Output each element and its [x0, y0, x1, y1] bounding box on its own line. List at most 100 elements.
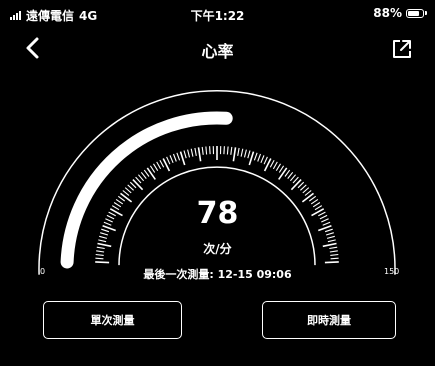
gauge-tick — [263, 158, 272, 172]
gauge-tick — [260, 155, 265, 164]
gauge-tick — [95, 257, 104, 260]
gauge-tick — [172, 153, 177, 162]
gauge-tick — [106, 214, 115, 220]
gauge-tick — [318, 224, 332, 232]
gauge-tick — [169, 155, 174, 164]
gauge-tick — [318, 211, 326, 217]
single-measure-button[interactable]: 單次測量 — [43, 301, 182, 339]
back-button[interactable] — [22, 36, 44, 60]
gauge-tick — [284, 169, 291, 177]
gauge-tick — [197, 147, 202, 162]
gauge-tick — [101, 228, 110, 233]
gauge-tick — [149, 165, 156, 173]
chevron-left-icon — [26, 37, 39, 59]
gauge-tick — [310, 198, 319, 205]
gauge-outer-arc — [38, 89, 396, 275]
gauge-tick — [127, 184, 134, 191]
gauge-tick — [330, 253, 339, 256]
gauge-tick — [312, 202, 321, 208]
gauge-tick — [326, 235, 335, 239]
network-type: 4G — [79, 8, 98, 23]
gauge-tick — [278, 167, 288, 180]
gauge-tick — [226, 146, 229, 155]
battery-tip — [425, 11, 427, 15]
gauge-tick — [292, 176, 299, 184]
status-time: 下午1:22 — [190, 9, 245, 23]
gauge-tick — [314, 205, 323, 211]
gauge-tick — [113, 202, 122, 208]
gauge-tick — [100, 232, 109, 236]
gauge-tick — [95, 261, 110, 264]
share-button[interactable] — [391, 38, 413, 60]
carrier-name: 遠傳電信 — [26, 9, 75, 23]
gauge-tick — [319, 214, 328, 220]
gauge-tick — [137, 174, 145, 182]
gauge-tick — [230, 146, 233, 155]
page-title: 心率 — [201, 42, 234, 61]
signal-icon — [10, 11, 21, 20]
gauge-tick — [311, 208, 325, 217]
nav-bar: 心率 — [0, 30, 435, 66]
gauge-tick — [248, 151, 255, 166]
gauge-tick — [269, 159, 275, 168]
gauge-tick — [183, 150, 187, 159]
gauge-tick — [243, 149, 247, 158]
gauge-tick — [120, 192, 133, 203]
gauge-tick — [232, 147, 237, 162]
gauge-tick — [330, 257, 339, 260]
gauge-tick — [302, 187, 310, 194]
gauge-tick — [201, 146, 204, 155]
realtime-measure-button[interactable]: 即時測量 — [262, 301, 396, 339]
gauge-tick — [162, 158, 171, 172]
gauge-tick — [237, 147, 240, 156]
battery-indicator: 88% — [373, 6, 427, 20]
gauge-tick — [129, 181, 137, 189]
gauge-tick — [98, 239, 107, 243]
gauge-tick — [329, 250, 338, 253]
gauge-tick — [253, 152, 258, 161]
gauge-tick — [143, 169, 150, 177]
battery-icon — [406, 8, 424, 18]
scale-min-label: 0 — [40, 267, 46, 276]
gauge-tick — [111, 205, 120, 211]
gauge-tick — [108, 211, 116, 217]
gauge-tick — [308, 195, 317, 202]
gauge-tick — [209, 146, 211, 155]
gauge-tick — [135, 176, 142, 184]
gauge-tick — [132, 179, 144, 191]
gauge-tick — [103, 221, 112, 226]
gauge-tick — [102, 224, 116, 232]
gauge-value-arc — [60, 111, 233, 269]
gauge-tick — [96, 250, 105, 253]
gauge-tick — [124, 187, 132, 194]
gauge-tick — [240, 148, 244, 157]
gauge-tick — [96, 246, 105, 250]
gauge-tick — [297, 181, 305, 189]
gauge-tick — [321, 218, 329, 223]
gauge-tick — [287, 171, 294, 179]
heart-rate-value: 78 — [196, 196, 239, 231]
gauge-inner-arc — [118, 166, 316, 266]
gauge-tick — [179, 151, 186, 166]
gauge-tick — [99, 235, 108, 239]
gauge-tick — [97, 242, 112, 248]
gauge-tick — [278, 165, 285, 173]
gauge-tick — [95, 253, 104, 256]
status-bar: 遠傳電信 4G 下午1:22 88% — [0, 0, 435, 26]
battery-percent: 88% — [373, 6, 402, 20]
gauge-tick — [223, 146, 225, 155]
gauge-tick — [329, 246, 338, 250]
gauge-tick — [275, 163, 281, 171]
gauge-tick — [272, 161, 278, 170]
last-measurement: 最後一次測量: 12-15 09:06 — [143, 268, 292, 281]
gauge-tick — [324, 228, 333, 233]
gauge-tick — [194, 147, 197, 156]
gauge-tick — [146, 167, 156, 180]
gauge-tick — [122, 190, 130, 196]
gauge-tick — [325, 232, 334, 236]
gauge-tick — [322, 242, 337, 248]
gauge-tick — [263, 156, 268, 165]
gauge-tick — [140, 171, 147, 179]
gauge-tick — [115, 198, 124, 205]
